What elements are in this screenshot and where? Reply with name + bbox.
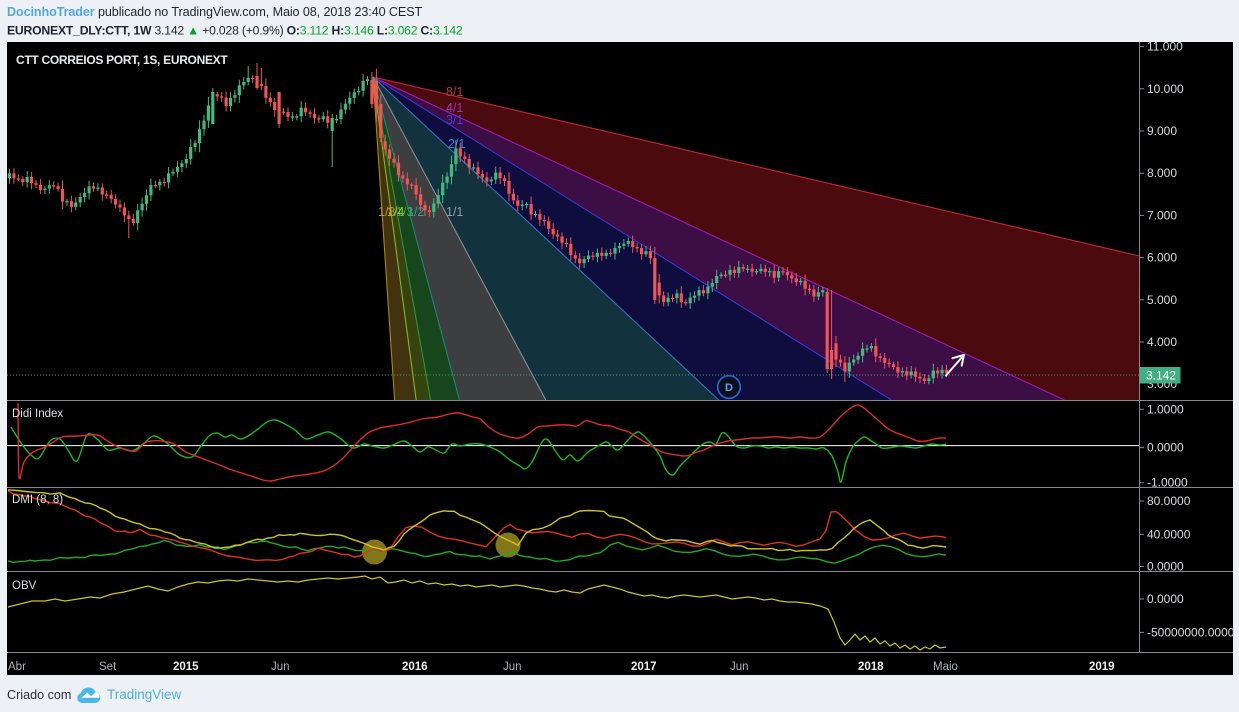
svg-text:40.0000: 40.0000 (1147, 527, 1191, 541)
svg-text:Abr: Abr (8, 661, 26, 673)
svg-text:TradingView: TradingView (107, 687, 182, 702)
svg-text:-50000000.0000: -50000000.0000 (1147, 625, 1235, 639)
svg-text:5.000: 5.000 (1147, 293, 1177, 307)
svg-text:EURONEXT_DLY:CTT, 1W 3.142 ▲: EURONEXT_DLY:CTT, 1W 3.142 ▲ +0.028 (+0.… (7, 24, 463, 38)
svg-text:1/1: 1/1 (446, 205, 463, 219)
svg-text:0.0000: 0.0000 (1147, 592, 1184, 606)
svg-text:D: D (725, 382, 733, 394)
svg-text:2017: 2017 (631, 661, 657, 673)
svg-text:DMI (8, 8): DMI (8, 8) (12, 494, 63, 506)
svg-text:Jun: Jun (730, 661, 749, 673)
svg-text:0.0000: 0.0000 (1147, 560, 1184, 574)
svg-text:1/2: 1/2 (407, 205, 424, 219)
svg-text:DocinhoTrader publicado no Tra: DocinhoTrader publicado no TradingView.c… (7, 5, 422, 19)
svg-text:2019: 2019 (1089, 661, 1115, 673)
svg-text:2016: 2016 (402, 661, 428, 673)
svg-text:1.0000: 1.0000 (1147, 402, 1184, 416)
svg-text:11.000: 11.000 (1147, 40, 1183, 54)
svg-text:1/8: 1/8 (378, 205, 395, 219)
svg-text:1/4: 1/4 (387, 205, 404, 219)
svg-text:6.000: 6.000 (1147, 251, 1177, 265)
svg-text:Jun: Jun (271, 661, 290, 673)
svg-text:Set: Set (99, 661, 117, 673)
svg-text:-1.0000: -1.0000 (1147, 476, 1188, 490)
svg-text:10.000: 10.000 (1147, 82, 1184, 96)
svg-text:2018: 2018 (858, 661, 884, 673)
svg-text:OBV: OBV (12, 580, 37, 592)
svg-text:8.000: 8.000 (1147, 166, 1177, 180)
svg-text:1/3: 1/3 (396, 205, 413, 219)
svg-text:Didi Index: Didi Index (12, 408, 63, 420)
svg-text:2015: 2015 (173, 661, 199, 673)
svg-text:Maio: Maio (933, 661, 958, 673)
svg-text:4/1: 4/1 (446, 101, 463, 115)
svg-text:80.0000: 80.0000 (1147, 494, 1191, 508)
svg-text:0.0000: 0.0000 (1147, 441, 1184, 455)
svg-text:8/1: 8/1 (446, 85, 463, 99)
svg-text:Criado com: Criado com (7, 688, 71, 702)
svg-text:CTT CORREIOS PORT, 1S, EURONEX: CTT CORREIOS PORT, 1S, EURONEXT (16, 53, 228, 67)
svg-text:9.000: 9.000 (1147, 124, 1177, 138)
svg-text:4.000: 4.000 (1147, 335, 1177, 349)
svg-text:Jun: Jun (503, 661, 522, 673)
svg-text:7.000: 7.000 (1147, 208, 1177, 222)
svg-text:3.142: 3.142 (1146, 369, 1176, 383)
svg-text:2/1: 2/1 (448, 137, 465, 151)
svg-text:3/1: 3/1 (446, 113, 463, 127)
